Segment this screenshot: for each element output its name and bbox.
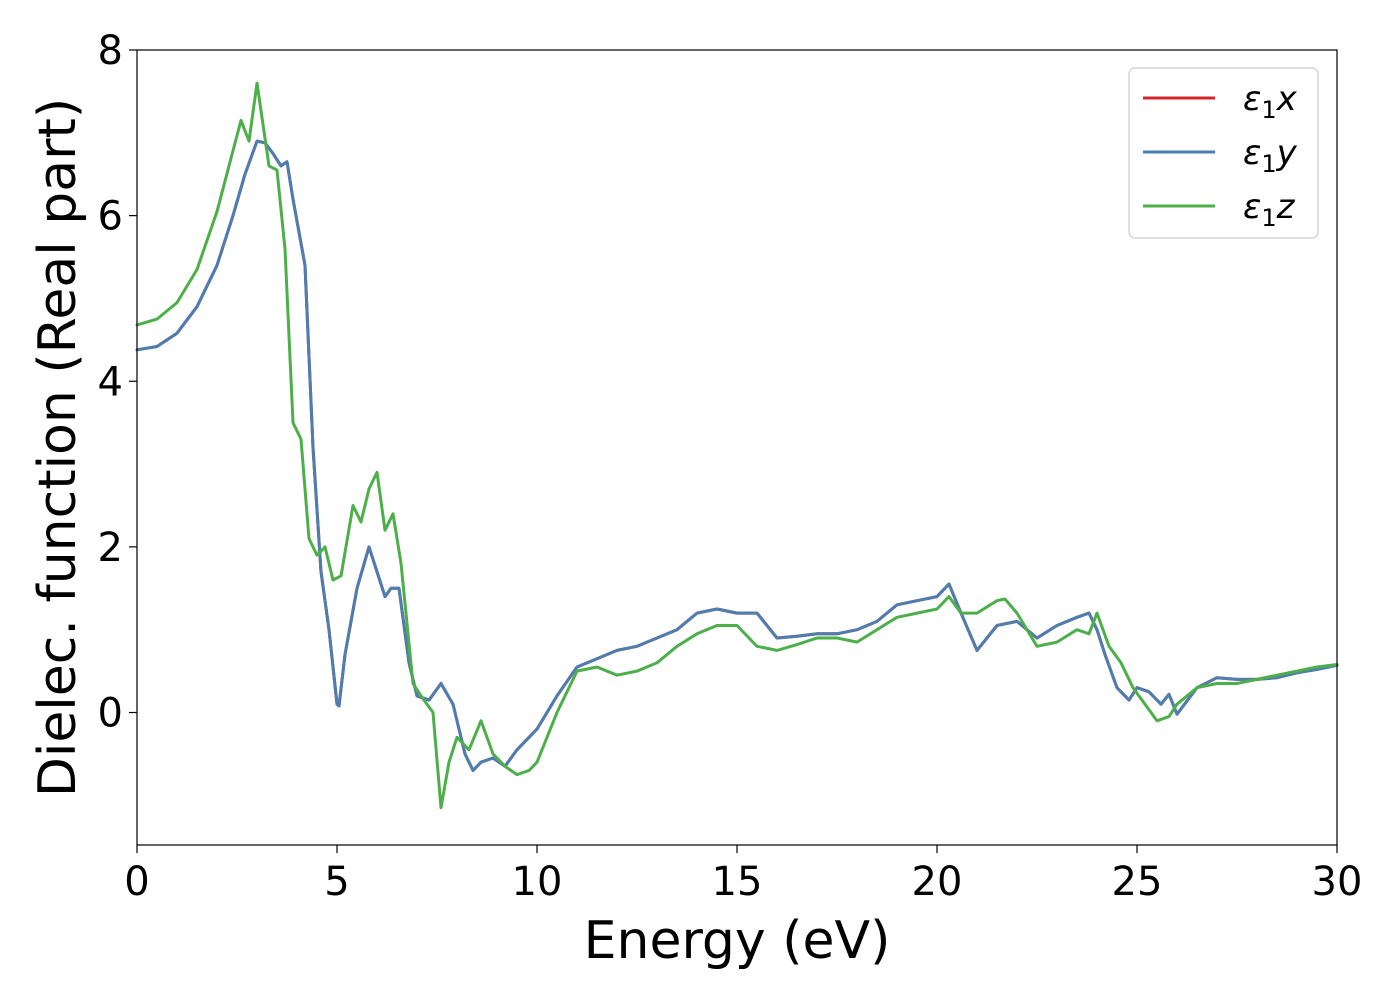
series-line-y xyxy=(135,139,1339,772)
series-line-z xyxy=(135,81,1339,810)
legend-label-y: ε1y xyxy=(1243,133,1298,178)
series-layer xyxy=(135,81,1339,810)
y-tick-label: 8 xyxy=(98,28,123,74)
x-tick-label: 10 xyxy=(512,859,563,905)
y-tick-label: 6 xyxy=(98,194,123,240)
x-tick-label: 5 xyxy=(324,859,349,905)
y-axis: 0 2 4 6 8 xyxy=(98,28,137,737)
y-tick-label: 2 xyxy=(98,525,123,571)
y-axis-label: Dielec. function (Real part) xyxy=(28,98,88,797)
x-axis: 0 5 10 15 20 25 30 xyxy=(124,845,1362,905)
legend-label-x: ε1x xyxy=(1243,79,1298,124)
x-tick-label: 25 xyxy=(1112,859,1163,905)
y-tick-label: 0 xyxy=(98,691,123,737)
x-axis-label: Energy (eV) xyxy=(584,911,891,971)
legend: ε1x ε1y ε1z xyxy=(1128,67,1319,239)
x-tick-label: 30 xyxy=(1312,859,1363,905)
y-tick-label: 4 xyxy=(98,359,123,405)
legend-label-z: ε1z xyxy=(1243,187,1296,232)
x-tick-label: 0 xyxy=(124,859,149,905)
legend-box xyxy=(1128,67,1319,239)
x-tick-label: 15 xyxy=(712,859,763,905)
x-tick-label: 20 xyxy=(912,859,963,905)
